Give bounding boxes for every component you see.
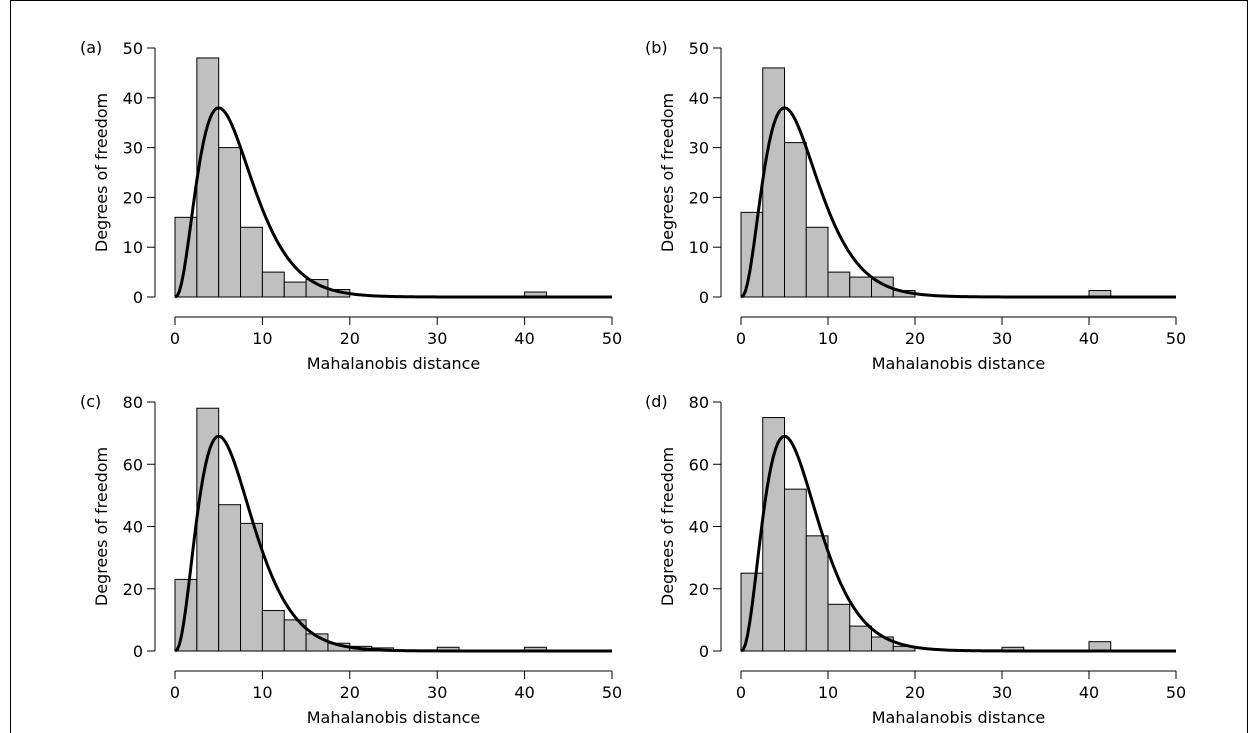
histogram-bar: [283, 281, 307, 298]
density-curve: [174, 434, 612, 653]
density-curve: [740, 434, 1176, 653]
y-tick-label: 10: [689, 238, 709, 257]
x-tick-label: 0: [170, 683, 180, 702]
x-tick-label: 10: [818, 683, 838, 702]
x-tick-label: 40: [514, 683, 534, 702]
histogram-bar: [762, 67, 785, 298]
histogram-bar: [849, 625, 872, 652]
x-tick-label: 0: [170, 329, 180, 348]
y-tick-label: 80: [123, 393, 143, 412]
panel-label: (b): [645, 38, 668, 57]
y-tick-label: 60: [123, 455, 143, 474]
chart-panel-b: 0 10 20 30 40 50 0 10 20 30 40 50 Mahalanobis distan…: [645, 38, 1186, 373]
x-tick-label: 30: [992, 683, 1012, 702]
histogram-bar: [261, 271, 285, 298]
x-tick-label: 0: [736, 683, 746, 702]
x-axis-label: Mahalanobis distance: [872, 708, 1046, 727]
x-tick-label: 40: [514, 329, 534, 348]
x-axis-label: Mahalanobis distance: [307, 708, 481, 727]
y-tick-label: 40: [123, 518, 143, 537]
histogram-bar: [784, 488, 807, 652]
chart-panel-a: 0 10 20 30 40 50 0 10 20 30 40 50 Mahalanobis distan…: [80, 38, 622, 373]
histogram-bar: [196, 57, 220, 298]
x-tick-label: 30: [992, 329, 1012, 348]
histogram-bar: [805, 535, 829, 652]
figure-frame: [10, 0, 1248, 733]
histogram-bar: [849, 276, 872, 298]
x-tick-label: 50: [602, 683, 622, 702]
histogram-bar: [784, 142, 807, 298]
x-tick-label: 30: [427, 683, 447, 702]
panel-label: (d): [645, 392, 668, 411]
y-tick-label: 80: [689, 393, 709, 412]
x-tick-label: 10: [252, 329, 272, 348]
y-tick-label: 40: [689, 518, 709, 537]
y-tick-label: 0: [699, 642, 709, 661]
y-tick-label: 10: [123, 238, 143, 257]
x-tick-label: 10: [818, 329, 838, 348]
x-tick-label: 10: [252, 683, 272, 702]
histogram-bar: [805, 226, 829, 298]
y-tick-label: 20: [123, 188, 143, 207]
x-tick-label: 40: [1079, 683, 1099, 702]
histogram-bar: [240, 226, 263, 298]
x-tick-label: 0: [736, 329, 746, 348]
histogram-bar: [218, 147, 242, 298]
x-tick-label: 20: [340, 329, 360, 348]
density-curve: [174, 106, 612, 299]
y-tick-label: 50: [123, 39, 143, 58]
panel-label: (c): [80, 392, 101, 411]
x-tick-label: 20: [340, 683, 360, 702]
y-tick-label: 20: [689, 580, 709, 599]
histogram-bar: [240, 522, 263, 652]
histogram-bar: [218, 504, 242, 652]
x-tick-label: 50: [602, 329, 622, 348]
x-tick-label: 30: [427, 329, 447, 348]
y-tick-label: 40: [123, 89, 143, 108]
x-tick-label: 50: [1166, 329, 1186, 348]
y-tick-label: 30: [123, 139, 143, 158]
histogram-bar: [827, 603, 851, 652]
y-tick-label: 40: [689, 89, 709, 108]
x-axis-label: Mahalanobis distance: [872, 354, 1046, 373]
y-axis-label: Degrees of freedom: [658, 93, 677, 252]
x-axis-label: Mahalanobis distance: [307, 354, 481, 373]
x-tick-label: 20: [905, 329, 925, 348]
histogram-bar: [827, 271, 851, 298]
y-tick-label: 20: [689, 188, 709, 207]
histogram-bar: [261, 610, 285, 652]
y-tick-label: 0: [699, 288, 709, 307]
y-tick-label: 20: [123, 580, 143, 599]
y-tick-label: 0: [133, 642, 143, 661]
chart-panel-d: 0 20 40 60 80 0 10 20 30 40 50 Mahalanobis distance…: [645, 392, 1186, 727]
histogram-bar: [196, 407, 220, 652]
panel-label: (a): [80, 38, 102, 57]
x-tick-label: 20: [905, 683, 925, 702]
y-tick-label: 60: [689, 455, 709, 474]
y-axis-label: Degrees of freedom: [658, 447, 677, 606]
y-axis-label: Degrees of freedom: [92, 447, 111, 606]
y-tick-label: 0: [133, 288, 143, 307]
x-tick-label: 40: [1079, 329, 1099, 348]
chart-panel-c: 0 20 40 60 80 0 10 20 30 40 50 Mahalanobis distance…: [80, 392, 622, 727]
y-axis-label: Degrees of freedom: [92, 93, 111, 252]
x-tick-label: 50: [1166, 683, 1186, 702]
y-tick-label: 50: [689, 39, 709, 58]
density-curve: [740, 106, 1176, 299]
y-tick-label: 30: [689, 139, 709, 158]
